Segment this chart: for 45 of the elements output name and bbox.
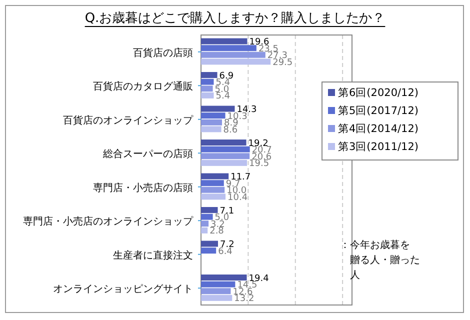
bar [201, 186, 225, 193]
bar [201, 106, 235, 112]
bar [201, 126, 222, 132]
bar [201, 140, 246, 146]
legend-label: 第6回(2020/12) [338, 87, 418, 99]
bar [201, 52, 266, 58]
y-tick-label: 百貨店のオンラインショップ [63, 114, 194, 126]
bar [201, 153, 250, 160]
bar [201, 119, 222, 126]
bar [201, 38, 248, 44]
bar [201, 160, 248, 166]
y-tick-label: 総合スーパーの店頭 [102, 148, 193, 160]
bar [201, 72, 218, 78]
bar [201, 214, 213, 220]
bar [201, 207, 218, 214]
legend-label: 第4回(2014/12) [338, 123, 418, 135]
y-tick-label: 百貨店のカタログ通販 [93, 80, 193, 93]
bar [201, 281, 236, 288]
y-tick-label: 専門店・小売店の店頭 [93, 182, 193, 194]
bar [201, 220, 209, 227]
bar [201, 194, 226, 200]
bar [201, 45, 256, 52]
bar [201, 112, 226, 119]
annotation: ：今年お歳暮を贈る人・贈った人 [340, 239, 420, 281]
bar [201, 92, 214, 98]
bar [201, 294, 232, 301]
bar [201, 274, 247, 281]
chart-title: Q.お歳暮はどこで購入しますか？購入しましたか？ [84, 11, 386, 26]
data-label: 5.4 [216, 92, 230, 102]
y-tick-label: 専門店・小売店のオンラインショップ [23, 216, 194, 228]
bar [201, 173, 229, 180]
legend-label: 第3回(2011/12) [338, 141, 418, 153]
bar [201, 58, 271, 65]
y-tick-label: 百貨店の店頭 [133, 46, 193, 59]
bar [201, 288, 231, 294]
bar [201, 227, 208, 234]
y-tick-label: 生産者に直接注文 [113, 249, 193, 262]
bar [201, 248, 216, 254]
bar [201, 146, 250, 152]
bar [201, 180, 224, 186]
bar [201, 78, 214, 85]
legend-label: 第5回(2017/12) [338, 105, 418, 117]
bar [201, 86, 213, 92]
y-tick-label: オンラインショッピングサイト [53, 284, 193, 296]
bar [201, 240, 218, 247]
